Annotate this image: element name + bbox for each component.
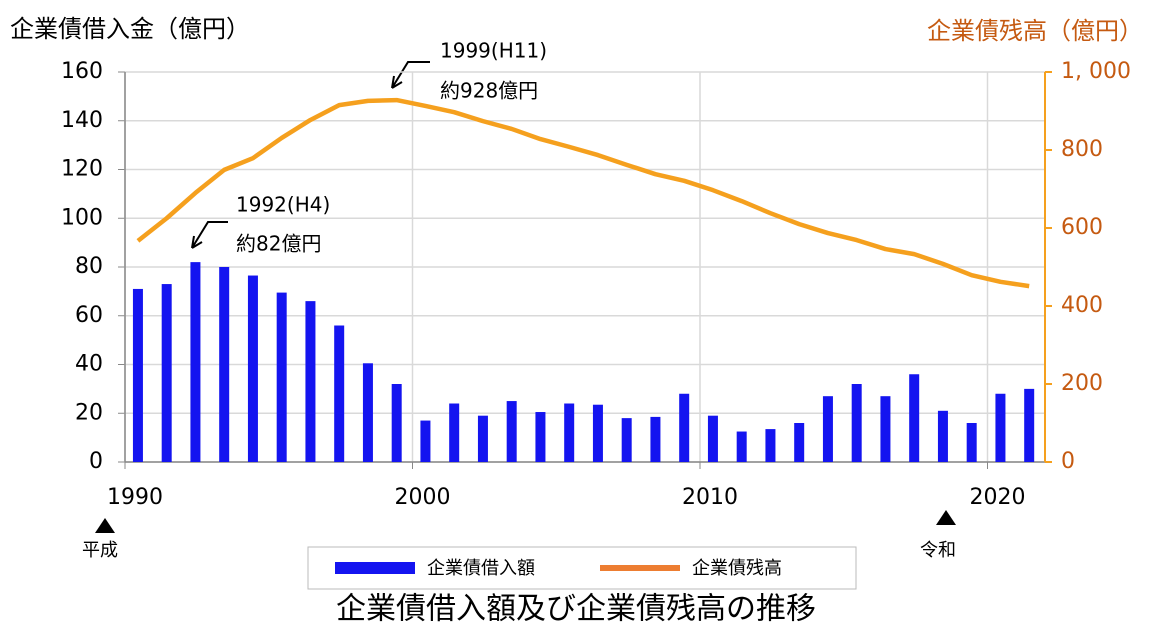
legend-label: 企業債借入額 — [427, 558, 535, 579]
y2-axis-label: 企業債残高（億円） — [927, 17, 1143, 45]
bar — [161, 284, 172, 462]
y-tick-label: 120 — [61, 157, 103, 182]
x-tick-label: 1990 — [107, 485, 163, 510]
annotation: 平成 — [82, 540, 118, 561]
bar — [937, 410, 948, 462]
bar — [794, 423, 805, 462]
annotation: 令和 — [920, 540, 956, 561]
bar — [679, 393, 690, 462]
bar — [765, 429, 776, 462]
bar — [822, 396, 833, 462]
bar — [506, 401, 517, 462]
bar — [995, 393, 1006, 462]
bar — [707, 415, 718, 462]
y2-tick-label: 0 — [1061, 449, 1075, 474]
y-tick-label: 100 — [61, 205, 103, 230]
bar — [477, 415, 488, 462]
legend-swatch — [335, 562, 415, 574]
bar — [276, 292, 287, 462]
y-tick-label: 20 — [75, 400, 103, 425]
bar — [190, 262, 201, 462]
annotation-arrow — [191, 221, 228, 249]
line — [136, 97, 1030, 289]
bar — [362, 363, 373, 462]
annotation: 1992(H4) — [236, 193, 330, 217]
y-tick-label: 140 — [61, 108, 103, 133]
bar — [621, 418, 632, 462]
annotation: 約82億円 — [236, 232, 321, 256]
x-tick-label: 2000 — [395, 485, 451, 510]
y-tick-label: 60 — [75, 303, 103, 328]
bar — [851, 384, 862, 462]
bar — [391, 384, 402, 462]
era-marker — [936, 510, 956, 525]
bar — [564, 403, 575, 462]
y2-tick-label: 600 — [1061, 215, 1103, 240]
bar — [334, 325, 345, 462]
bar — [736, 431, 747, 462]
y-tick-label: 0 — [89, 449, 103, 474]
bar — [247, 275, 258, 462]
y2-tick-label: 200 — [1061, 371, 1103, 396]
bar — [420, 420, 431, 462]
x-tick-label: 2020 — [970, 485, 1026, 510]
bar — [909, 374, 920, 462]
bar — [535, 412, 546, 462]
y2-tick-label: 400 — [1061, 293, 1103, 318]
annotation: 1999(H11) — [440, 39, 547, 63]
bar — [650, 416, 661, 462]
y-tick-label: 160 — [61, 59, 103, 84]
bar — [880, 396, 891, 462]
y-axis-label: 企業債借入金（億円） — [10, 15, 250, 43]
x-tick-label: 2010 — [682, 485, 738, 510]
y-tick-label: 80 — [75, 254, 103, 279]
y2-tick-label: 1, 000 — [1061, 59, 1131, 84]
era-marker — [95, 518, 115, 533]
y-tick-label: 40 — [75, 352, 103, 377]
bar — [966, 423, 977, 462]
bar — [449, 403, 460, 462]
legend-label: 企業債残高 — [692, 558, 782, 579]
bar — [1024, 388, 1035, 462]
bar — [219, 267, 230, 462]
annotation-arrow — [391, 61, 430, 89]
bar — [305, 301, 316, 462]
y2-tick-label: 800 — [1061, 137, 1103, 162]
annotation: 約928億円 — [440, 79, 538, 103]
bar — [132, 288, 143, 462]
chart-title: 企業債借入額及び企業債残高の推移 — [336, 592, 816, 627]
bar — [592, 404, 603, 462]
